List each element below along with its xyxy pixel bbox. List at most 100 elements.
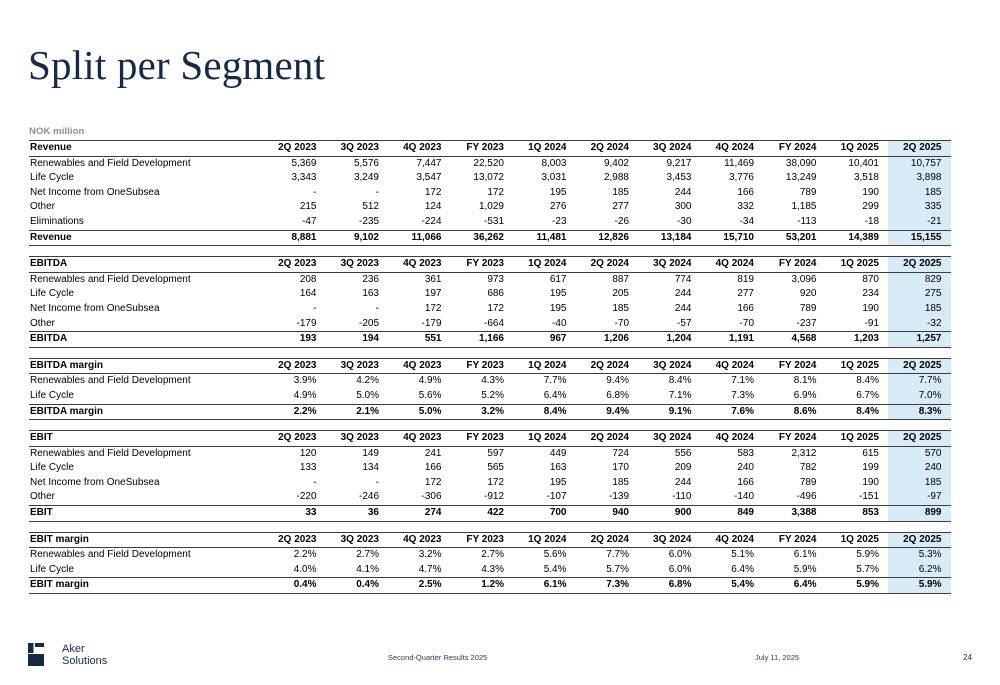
cell-value: 4.2% [356,375,379,387]
cell-value: 9.4% [606,375,629,387]
table-row: Net Income from OneSubsea - - 172 172 195 185 2… [29,301,951,317]
cell-value: 556 [674,447,692,459]
cell-value: 22,520 [473,157,504,169]
cell-value: 7.1% [731,375,754,387]
cell-value: 870 [862,273,879,285]
cell-value: 10,401 [848,157,879,169]
cell-value: 120 [299,447,317,459]
cell-value: -97 [888,490,951,506]
column-header-1q-2024: 1Q 2024 [513,430,576,447]
total-label: EBITDA margin [29,403,263,421]
cell-value: 185 [612,302,629,314]
row-label: Renewables and Field Development [30,375,191,387]
table-row: Net Income from OneSubsea - - 172 172 195 185 2… [29,475,951,491]
cell-value: 5.7% [606,563,629,575]
table-header-row: EBIT 2Q 2023 3Q 2023 4Q 2023 FY 2023 1Q 2024 2… [29,430,951,447]
cell-value: 361 [424,273,442,285]
column-header-fy-2023: FY 2023 [450,430,513,447]
cell-value: 244 [674,186,692,198]
cell-value: 6.0% [668,563,692,575]
cell-value: 195 [549,302,567,314]
cell-value: 7.3% [731,389,754,401]
cell-value: 124 [424,201,442,213]
total-value: 1,203 [825,331,888,348]
row-label: Net Income from OneSubsea [30,302,160,314]
cell-value: - [313,186,317,198]
table-header-row: EBITDA margin 2Q 2023 3Q 2023 4Q 2023 FY 202… [29,357,951,375]
column-header-2q-2024: 2Q 2024 [575,430,638,447]
cell-value: 6.9% [793,389,817,401]
total-label: Revenue [29,229,263,247]
total-value: 36,262 [450,229,513,247]
cell-value: 565 [487,462,504,474]
cell-value: 8.1% [793,375,817,387]
column-header-fy-2023: FY 2023 [450,357,513,375]
column-header-4q-2024: 4Q 2024 [700,256,763,273]
cell-value: 5.7% [856,563,879,575]
total-value: 422 [450,505,513,522]
cell-value: -151 [858,491,879,503]
column-header-2q-2025: 2Q 2025 [888,140,951,157]
column-header-3q-2024: 3Q 2024 [638,256,701,273]
total-value: 6.8% [638,577,701,595]
cell-value: 185 [888,475,951,491]
cell-value: 172 [487,186,504,198]
cell-value: -107 [546,491,567,503]
row-label: Renewables and Field Development [30,273,191,285]
cell-value: 4.1% [356,563,379,575]
column-header-4q-2024: 4Q 2024 [700,531,763,549]
total-value: 3.2% [450,403,513,421]
total-value: 1.2% [450,577,513,595]
column-header-2q-2025: 2Q 2025 [888,357,951,375]
total-value: 2.5% [388,577,451,595]
column-header-2q-2023: 2Q 2023 [263,430,326,447]
total-value: 12,826 [575,229,638,247]
cell-value: 3,898 [888,171,951,186]
column-header-3q-2023: 3Q 2023 [325,256,388,273]
column-header-fy-2023: FY 2023 [450,256,513,273]
cell-value: 299 [862,201,879,213]
cell-value: 133 [299,462,317,474]
table-row: Renewables and Field Development 120 149 24… [29,446,951,462]
footer-date: July 11, 2025 [755,653,800,662]
cell-value: 6.2% [888,562,951,578]
cell-value: 166 [737,476,754,488]
row-label: Life Cycle [30,563,74,575]
cell-value: -110 [672,491,692,503]
cell-value: -664 [483,317,504,329]
total-value: 15,155 [888,229,951,247]
cell-value: 195 [549,476,567,488]
cell-value: 4.3% [481,563,504,575]
total-value: 5.0% [388,403,451,421]
cell-value: 7.0% [888,388,951,404]
column-header-4q-2023: 4Q 2023 [388,256,451,273]
row-label: Other [30,317,56,329]
column-header-2q-2024: 2Q 2024 [575,531,638,549]
total-value: 14,389 [825,229,888,247]
cell-value: 197 [424,288,442,300]
cell-value: 277 [737,288,754,300]
column-header-2q-2025: 2Q 2025 [888,430,951,447]
row-label: Net Income from OneSubsea [30,186,160,198]
block-title: EBIT margin [29,531,263,549]
column-header-fy-2024: FY 2024 [763,256,826,273]
column-header-3q-2024: 3Q 2024 [638,140,701,157]
row-label: Renewables and Field Development [30,157,191,169]
cell-value: 4.0% [293,563,317,575]
cell-value: 164 [299,288,317,300]
cell-value: 973 [487,273,504,285]
cell-value: 3,343 [291,172,317,184]
column-header-1q-2025: 1Q 2025 [825,357,888,375]
total-value: 3,388 [763,505,826,522]
cell-value: 6.1% [793,549,817,561]
total-value: 1,206 [575,331,638,348]
total-value: 900 [638,505,701,522]
cell-value: - [313,302,317,314]
cell-value: 3,453 [666,172,692,184]
cell-value: 887 [612,273,629,285]
total-value: 36 [325,505,388,522]
cell-value: -32 [888,316,951,332]
cell-value: 11,469 [724,157,754,169]
cell-value: 241 [424,447,442,459]
cell-value: - [313,476,317,488]
